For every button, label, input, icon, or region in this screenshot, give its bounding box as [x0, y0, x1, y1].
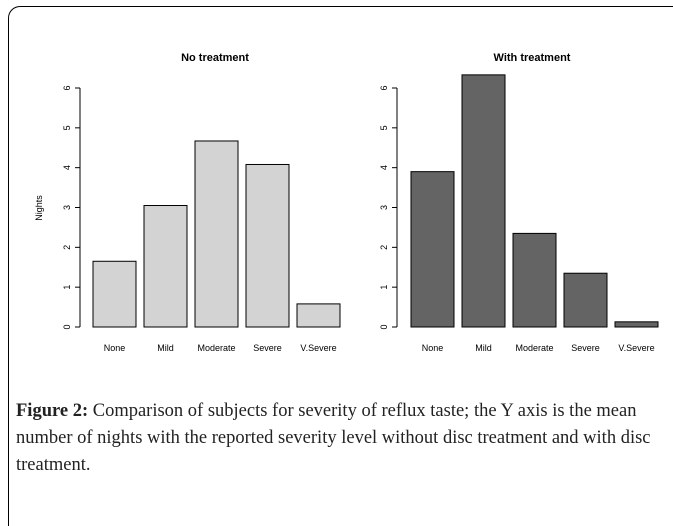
with-treatment-y-tick-label: 0 — [379, 324, 389, 329]
with-treatment-category-label: Mild — [475, 343, 492, 353]
no-treatment-category-label: Severe — [253, 343, 282, 353]
no-treatment-title: No treatment — [181, 52, 249, 64]
with-treatment-bar — [614, 321, 659, 328]
with-treatment-category-label: Severe — [571, 343, 600, 353]
no-treatment-y-tick-label: 0 — [62, 324, 72, 329]
caption-text: Comparison of subjects for severity of r… — [16, 401, 651, 475]
no-treatment-y-tick-label: 4 — [62, 165, 72, 170]
with-treatment-category-label: V.Severe — [618, 343, 654, 353]
no-treatment-category-label: V.Severe — [300, 343, 336, 353]
with-treatment-title: With treatment — [494, 52, 571, 64]
no-treatment-ylabel: Nights — [34, 195, 44, 221]
no-treatment-y-tick-label: 1 — [62, 285, 72, 290]
with-treatment-category-label: Moderate — [515, 343, 553, 353]
figure-charts: No treatment Nights 0 1 2 3 4 5 6 None Mild Moderat… — [34, 52, 659, 353]
no-treatment-category-label: Mild — [157, 343, 174, 353]
with-treatment-y-tick-label: 4 — [379, 165, 389, 170]
no-treatment-y-tick-label: 6 — [62, 85, 72, 90]
with-treatment-bar — [410, 171, 455, 328]
no-treatment-bar — [194, 140, 239, 328]
no-treatment-bar — [143, 205, 188, 328]
no-treatment-category-label: Moderate — [197, 343, 235, 353]
with-treatment-category-label: None — [422, 343, 444, 353]
figure-frame — [8, 6, 673, 526]
with-treatment-y-tick-label: 1 — [379, 285, 389, 290]
no-treatment-y-tick-label: 2 — [62, 245, 72, 250]
with-treatment-bar — [563, 272, 608, 328]
with-treatment-y-tick-label: 6 — [379, 85, 389, 90]
with-treatment-y-tick-label: 5 — [379, 125, 389, 130]
figure-label: Figure 2: — [16, 401, 89, 421]
no-treatment-bar — [245, 163, 290, 328]
figure-caption: Figure 2: Comparison of subjects for sev… — [16, 398, 671, 479]
no-treatment-y-tick-label: 5 — [62, 125, 72, 130]
with-treatment-y-tick-label: 3 — [379, 205, 389, 210]
no-treatment-category-label: None — [104, 343, 126, 353]
no-treatment-y-tick-label: 3 — [62, 205, 72, 210]
with-treatment-y-tick-label: 2 — [379, 245, 389, 250]
no-treatment-bar — [92, 260, 137, 328]
with-treatment-bar — [461, 74, 506, 328]
no-treatment-bar — [296, 303, 341, 328]
with-treatment-bar — [512, 232, 557, 328]
